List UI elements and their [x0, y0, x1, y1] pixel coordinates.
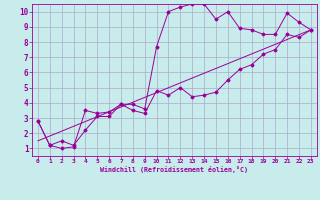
- X-axis label: Windchill (Refroidissement éolien,°C): Windchill (Refroidissement éolien,°C): [100, 166, 248, 173]
